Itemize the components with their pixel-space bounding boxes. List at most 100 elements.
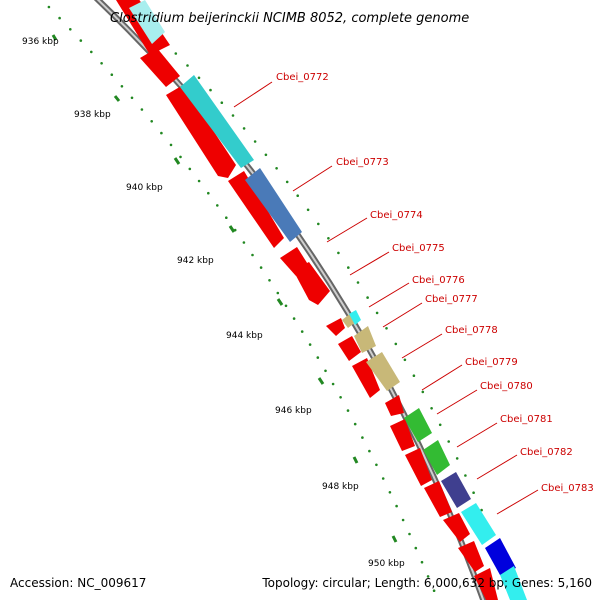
scale-dot — [438, 423, 442, 427]
scale-dot — [356, 281, 360, 284]
scale-dot — [324, 369, 327, 373]
scale-dot — [160, 131, 163, 135]
scale-dot — [169, 143, 173, 147]
scale-dot — [197, 76, 201, 80]
gene-label-cbei-0772[interactable]: Cbei_0772 — [276, 72, 329, 83]
scale-dot — [197, 179, 201, 183]
gene-block[interactable] — [349, 310, 361, 325]
gene-block[interactable] — [404, 408, 432, 442]
scale-dot — [253, 140, 257, 143]
scale-dot — [306, 208, 310, 212]
scale-dot — [430, 407, 433, 410]
gene-label-cbei-0777[interactable]: Cbei_0777 — [425, 294, 478, 305]
scale-dot — [58, 16, 61, 20]
scale-dot — [395, 504, 398, 508]
scale-dot — [414, 546, 418, 550]
gene-label-cbei-0781[interactable]: Cbei_0781 — [500, 414, 553, 425]
scale-dot — [375, 311, 379, 315]
scale-dot — [366, 296, 369, 299]
scale-dot — [259, 266, 263, 269]
gene-block[interactable] — [180, 75, 254, 168]
scale-dot — [174, 52, 178, 55]
scale-dot — [403, 358, 407, 362]
gene-label-cbei-0775[interactable]: Cbei_0775 — [392, 243, 445, 254]
gene-block[interactable] — [366, 352, 400, 391]
scale-dot — [421, 390, 425, 394]
scale-dot — [375, 463, 378, 467]
gene-block[interactable] — [441, 472, 471, 508]
gene-label-cbei-0776[interactable]: Cbei_0776 — [412, 275, 465, 286]
kbp-tick-label: 946 kbp — [275, 406, 312, 416]
scale-dot — [401, 518, 405, 522]
gene-block[interactable] — [423, 440, 450, 475]
kbp-tick-label: 936 kbp — [22, 37, 59, 47]
scale-dot — [317, 222, 320, 226]
gene-label-cbei-0783[interactable]: Cbei_0783 — [541, 483, 594, 494]
scale-dot — [381, 477, 385, 480]
gene-label-cbei-0773[interactable]: Cbei_0773 — [336, 157, 389, 168]
scale-dot — [308, 343, 312, 346]
scale-dot — [296, 194, 300, 197]
scale-dot — [412, 374, 416, 378]
gene-label-cbei-0778[interactable]: Cbei_0778 — [445, 325, 498, 336]
scale-dot — [385, 327, 388, 330]
kbp-tick-labels: 936 kbp 938 kbp 940 kbp 942 kbp 944 kbp … — [22, 37, 405, 569]
scale-dot — [432, 589, 436, 592]
kbp-tick-label: 938 kbp — [74, 110, 111, 120]
genome-summary-label: Topology: circular; Length: 6,000,632 bp… — [262, 576, 592, 590]
scale-dot — [353, 422, 357, 426]
scale-dot — [264, 153, 268, 157]
scale-dot — [455, 457, 459, 460]
scale-dot — [209, 88, 212, 92]
scale-dot — [231, 114, 235, 117]
gene-block[interactable] — [166, 85, 236, 178]
gene-block[interactable] — [354, 326, 376, 353]
gene-block[interactable] — [352, 358, 380, 398]
kbp-tick-label: 948 kbp — [322, 482, 359, 492]
scale-dot — [79, 39, 83, 42]
gene-block[interactable] — [458, 541, 484, 572]
gene-block[interactable] — [461, 503, 496, 545]
map-title: Clostridium beijerinckii NCIMB 8052, com… — [110, 11, 469, 26]
scale-dot — [394, 342, 398, 346]
scale-dot — [339, 396, 342, 399]
gene-label-cbei-0782[interactable]: Cbei_0782 — [520, 447, 573, 458]
gene-label-cbei-0780[interactable]: Cbei_0780 — [480, 381, 533, 392]
scale-dot — [120, 85, 124, 88]
gene-block[interactable] — [326, 318, 345, 336]
gene-block[interactable] — [129, 0, 165, 44]
scale-dot — [337, 251, 340, 255]
gene-block[interactable] — [424, 481, 452, 517]
gene-block[interactable] — [485, 538, 516, 575]
kbp-tick-label: 940 kbp — [126, 183, 163, 193]
gene-block[interactable] — [245, 168, 302, 242]
gene-block[interactable] — [474, 568, 498, 600]
scale-dot — [110, 73, 114, 76]
scale-dot — [408, 532, 411, 536]
scale-dot — [426, 575, 430, 578]
gene-block[interactable] — [500, 566, 527, 600]
gene-block[interactable] — [293, 262, 330, 305]
gene-block[interactable] — [140, 48, 180, 87]
gene-block[interactable] — [405, 448, 432, 486]
scale-dot — [242, 241, 246, 244]
gene-block[interactable] — [338, 336, 361, 361]
scale-dot — [368, 449, 371, 453]
scale-dot — [292, 317, 296, 320]
gene-block[interactable] — [390, 419, 415, 451]
gene-labels: Cbei_0772 Cbei_0773 Cbei_0774 Cbei_0775 … — [276, 72, 594, 494]
gene-track — [116, 0, 527, 600]
scale-dot — [331, 382, 335, 386]
gene-block[interactable] — [228, 171, 284, 248]
scale-dot — [316, 356, 320, 359]
scale-dot — [284, 304, 288, 308]
kbp-tick-label: 942 kbp — [177, 256, 214, 266]
gene-label-cbei-0774[interactable]: Cbei_0774 — [370, 210, 423, 221]
scale-dot — [216, 204, 219, 207]
gene-label-cbei-0779[interactable]: Cbei_0779 — [465, 357, 518, 368]
scale-dot — [47, 5, 51, 9]
scale-dot — [90, 50, 93, 54]
gene-block[interactable] — [385, 395, 404, 416]
scale-dot — [464, 474, 467, 477]
gene-block[interactable] — [443, 513, 470, 542]
